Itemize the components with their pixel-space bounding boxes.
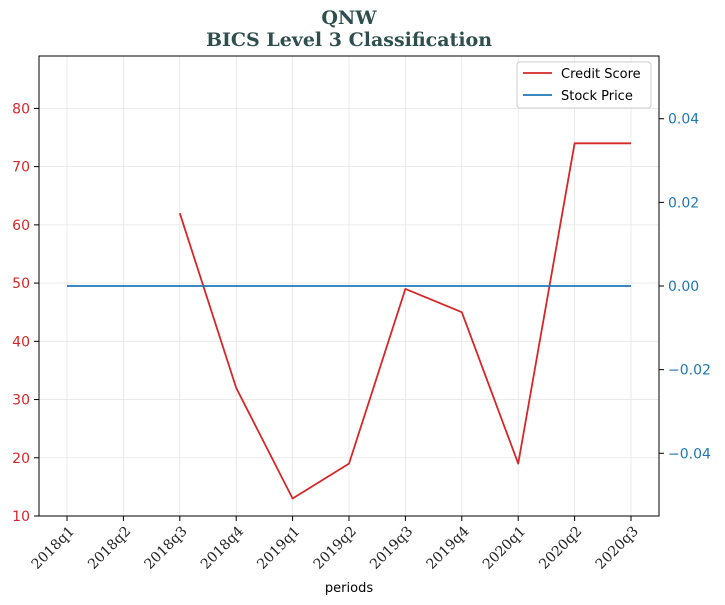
x-axis: 2018q1 2018q2 2018q3 2018q4 2019q1 2019q2 2019… <box>29 516 642 573</box>
x-tick-label: 2020q3 <box>593 524 642 573</box>
left-tick-label: 50 <box>12 276 30 292</box>
right-tick-label: 0.00 <box>668 279 699 295</box>
left-axis: 10 20 30 40 50 60 70 80 <box>12 101 39 525</box>
left-tick-label: 60 <box>12 218 30 234</box>
left-tick-label: 30 <box>12 393 30 409</box>
x-tick-label: 2018q4 <box>198 523 247 572</box>
right-tick-label: −0.04 <box>668 446 711 462</box>
x-tick-label: 2019q4 <box>423 523 472 572</box>
right-tick-label: −0.02 <box>668 363 711 379</box>
series-layer <box>67 142 631 500</box>
left-tick-label: 70 <box>12 160 30 176</box>
chart-subtitle: BICS Level 3 Classification <box>206 29 492 51</box>
legend-label-stock-price: Stock Price <box>561 89 633 104</box>
x-tick-label: 2020q1 <box>480 524 529 573</box>
legend-label-credit-score: Credit Score <box>561 67 641 82</box>
left-tick-label: 10 <box>12 509 30 525</box>
x-tick-label: 2018q1 <box>29 524 78 573</box>
x-tick-label: 2018q2 <box>85 524 134 573</box>
left-tick-label: 20 <box>12 451 30 467</box>
x-tick-label: 2019q3 <box>367 524 416 573</box>
left-tick-label: 40 <box>12 334 30 350</box>
x-tick-label: 2020q2 <box>536 524 585 573</box>
x-axis-label: periods <box>325 581 373 596</box>
chart-title: QNW <box>321 7 377 29</box>
x-tick-label: 2019q2 <box>311 524 360 573</box>
series-line-credit-score <box>178 142 631 500</box>
right-tick-label: 0.02 <box>668 195 699 211</box>
left-tick-label: 80 <box>12 101 30 117</box>
legend: Credit Score Stock Price <box>516 61 652 109</box>
right-axis: −0.04 −0.02 0.00 0.02 0.04 <box>659 112 711 462</box>
x-tick-label: 2019q1 <box>254 524 303 573</box>
x-tick-label: 2018q3 <box>141 524 190 573</box>
right-tick-label: 0.04 <box>668 112 699 128</box>
